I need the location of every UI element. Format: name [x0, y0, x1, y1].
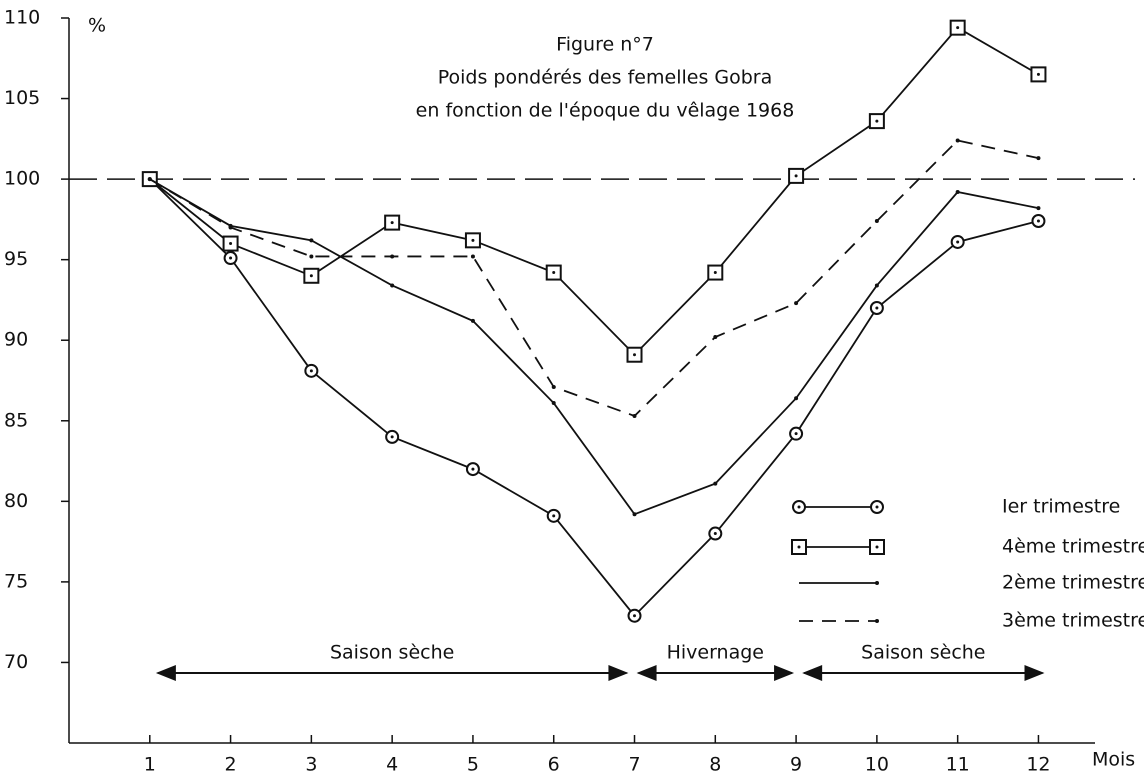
data-point — [390, 283, 395, 288]
y-tick-label: 100 — [4, 168, 40, 190]
data-point — [874, 219, 879, 223]
y-tick-label: 90 — [4, 329, 28, 351]
legend-label: 4ème trimestre — [1002, 536, 1144, 558]
season-label: Saison sèche — [861, 642, 985, 664]
data-point — [955, 190, 960, 194]
season-label: Hivernage — [667, 642, 764, 664]
data-point-center — [552, 271, 556, 275]
data-point — [551, 401, 556, 406]
data-point — [632, 512, 637, 517]
data-point-center — [633, 614, 637, 618]
y-tick-label: 95 — [4, 248, 28, 270]
data-point-center — [309, 274, 313, 278]
y-axis-label: % — [88, 15, 106, 37]
data-point-center — [390, 221, 394, 225]
data-point — [309, 254, 314, 259]
legend-marker-center — [875, 505, 879, 509]
data-point — [470, 254, 475, 259]
data-point — [713, 481, 718, 486]
data-point — [794, 301, 799, 306]
data-point-center — [956, 240, 960, 244]
data-point-center — [309, 369, 313, 373]
data-point-center — [794, 432, 798, 436]
x-tick-label: 8 — [709, 754, 721, 776]
data-point-center — [552, 514, 556, 518]
data-point-center — [875, 306, 879, 310]
data-point — [390, 254, 395, 259]
data-point-center — [713, 271, 717, 275]
data-point — [955, 138, 960, 143]
x-tick-label: 10 — [865, 754, 889, 776]
legend-label: Ier trimestre — [1002, 496, 1120, 518]
x-tick-label: 3 — [305, 754, 317, 776]
legend-label: 3ème trimestre — [1002, 610, 1144, 632]
y-tick-label: 75 — [4, 570, 28, 592]
x-tick-label: 4 — [386, 754, 398, 776]
legend-marker-center — [797, 545, 801, 549]
x-tick-label: 5 — [467, 754, 479, 776]
x-tick-label: 6 — [548, 754, 560, 776]
data-point-center — [794, 174, 798, 178]
data-point-center — [875, 119, 879, 123]
x-tick-label: 7 — [628, 754, 640, 776]
data-point-center — [1036, 219, 1040, 223]
series-line — [149, 178, 1039, 516]
data-point-center — [956, 26, 960, 30]
x-tick-label: 9 — [790, 754, 802, 776]
series-line — [149, 139, 1039, 417]
legend-marker — [875, 619, 879, 623]
legend-marker-center — [797, 505, 801, 509]
y-tick-label: 70 — [4, 651, 28, 673]
chart-title: Poids pondérés des femelles Gobra — [438, 67, 773, 89]
series-line — [149, 178, 1039, 618]
legend-label: 2ème trimestre — [1002, 572, 1144, 594]
data-point-center — [633, 353, 637, 357]
data-point-center — [1036, 72, 1040, 76]
chart-title: Figure n°7 — [556, 34, 654, 56]
data-point — [1036, 206, 1041, 211]
data-point — [228, 225, 233, 230]
data-point-center — [471, 467, 475, 471]
y-tick-label: 85 — [4, 409, 28, 431]
x-tick-label: 1 — [144, 754, 156, 776]
legend-marker-center — [875, 545, 879, 549]
data-point — [874, 283, 879, 288]
data-point — [470, 318, 475, 323]
data-point — [794, 396, 799, 401]
y-tick-label: 105 — [4, 87, 40, 109]
x-tick-label: 12 — [1026, 754, 1050, 776]
data-point — [1036, 156, 1041, 161]
data-point-center — [390, 435, 394, 439]
data-point-center — [229, 242, 233, 246]
data-point — [147, 177, 152, 182]
series-line — [149, 26, 1039, 357]
data-point — [632, 413, 637, 418]
y-tick-label: 110 — [4, 7, 40, 29]
data-point-center — [713, 532, 717, 536]
data-point-center — [229, 256, 233, 260]
x-tick-label: 2 — [225, 754, 237, 776]
data-point — [309, 238, 314, 243]
data-point-center — [471, 238, 475, 242]
x-tick-label: 11 — [946, 754, 970, 776]
x-axis-label: Mois — [1092, 749, 1135, 771]
data-point — [551, 384, 556, 389]
legend-marker — [875, 581, 879, 585]
y-tick-label: 80 — [4, 490, 28, 512]
season-label: Saison sèche — [330, 642, 454, 664]
data-point — [713, 335, 718, 339]
chart-title: en fonction de l'époque du vêlage 1968 — [416, 100, 795, 122]
